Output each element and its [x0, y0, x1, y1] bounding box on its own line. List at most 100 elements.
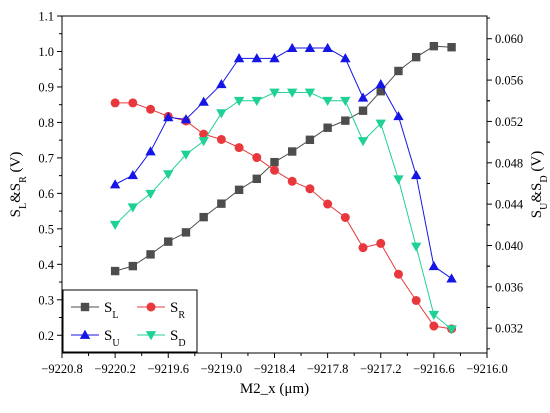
tick-labels: −9220.8 −9220.2 −9219.6 −9219.0 −9218.4 −9217…	[38, 10, 524, 377]
data-point	[411, 52, 421, 62]
data-point	[357, 137, 369, 147]
data-point	[428, 260, 440, 271]
data-point	[216, 109, 227, 119]
series-sd	[109, 88, 457, 335]
legend-label-sd: SD	[170, 328, 186, 349]
data-point	[198, 137, 209, 147]
legend-entry-sr: SR	[137, 300, 185, 321]
data-point	[287, 176, 297, 186]
data-point	[358, 106, 368, 115]
data-point	[376, 238, 386, 248]
y-axis-left-title: SL&SR (V)	[8, 152, 29, 218]
data-point	[234, 143, 244, 153]
legend-marker	[145, 331, 157, 341]
legend-label-sl: SL	[104, 300, 118, 321]
data-point	[180, 150, 192, 160]
data-point	[340, 96, 351, 106]
legend-label-su: SU	[104, 328, 120, 349]
y-right-tick-label: 0.056	[495, 74, 523, 88]
data-point	[216, 134, 226, 144]
data-point	[394, 66, 403, 76]
plot-frame	[61, 15, 488, 354]
x-tick-label: −9217.8	[307, 362, 348, 376]
legend-entry-sd: SD	[137, 328, 186, 349]
legend-marker	[79, 329, 91, 339]
x-tick-label: −9217.2	[360, 362, 401, 376]
data-point	[180, 114, 192, 124]
data-point	[251, 96, 262, 106]
data-point	[163, 170, 174, 180]
y-right-tick-label: 0.060	[495, 32, 523, 46]
data-point	[145, 189, 156, 200]
legend-box	[62, 289, 198, 353]
legend-marker	[80, 302, 90, 312]
data-point	[251, 53, 262, 63]
data-point	[323, 123, 332, 132]
data-point	[288, 147, 297, 156]
y-axis-right-title: SU&SD (V)	[529, 151, 550, 218]
data-point	[376, 87, 385, 96]
data-point	[146, 104, 156, 114]
data-point	[270, 157, 279, 167]
series-layer	[109, 41, 457, 335]
x-tick-label: −9219.0	[201, 362, 242, 376]
y-left-tick-label: 1.0	[38, 45, 54, 59]
legend-marker	[146, 302, 156, 312]
data-point	[163, 112, 174, 122]
data-point	[375, 119, 386, 129]
x-tick-label: −9219.6	[148, 362, 189, 376]
y-right-tick-label: 0.040	[495, 239, 523, 253]
data-point	[446, 273, 457, 283]
data-point	[446, 325, 457, 335]
data-point	[269, 88, 280, 98]
y-left-tick-label: 0.8	[38, 116, 54, 130]
data-point	[411, 295, 421, 305]
data-point	[181, 228, 191, 237]
y-left-tick-label: 1.1	[38, 10, 54, 24]
series-su	[109, 42, 457, 283]
data-point	[410, 242, 422, 252]
data-point	[323, 199, 333, 209]
data-point	[340, 53, 351, 63]
data-point	[428, 310, 440, 320]
data-point	[429, 321, 439, 331]
legend: SL SR SU SD	[62, 289, 198, 353]
data-point	[304, 42, 316, 52]
data-point	[217, 199, 226, 208]
y-left-tick-label: 0.7	[38, 151, 54, 165]
data-point	[146, 250, 155, 259]
data-point	[287, 42, 298, 52]
data-point	[127, 203, 139, 213]
data-point	[233, 53, 245, 63]
y-left-tick-label: 0.9	[38, 80, 54, 94]
data-point	[234, 185, 244, 195]
data-point	[357, 92, 369, 102]
y-right-tick-label: 0.052	[495, 115, 523, 129]
data-point	[128, 98, 138, 108]
data-point	[375, 79, 386, 89]
data-point	[287, 88, 298, 98]
y-left-tick-label: 0.2	[38, 329, 54, 343]
x-tick-label: −9220.8	[41, 362, 82, 376]
data-point	[340, 212, 350, 222]
data-point	[269, 53, 280, 63]
y-right-tick-label: 0.032	[495, 322, 523, 336]
data-point	[358, 243, 368, 253]
data-point	[198, 96, 209, 106]
x-tick-label: −9216.0	[466, 362, 507, 376]
y-left-tick-label: 0.4	[38, 258, 54, 272]
data-point	[127, 169, 139, 180]
data-point	[393, 269, 403, 279]
data-point	[322, 42, 333, 52]
data-point	[199, 212, 208, 222]
data-point	[305, 135, 315, 145]
y-left-tick-label: 0.5	[38, 222, 54, 236]
y-right-tick-label: 0.036	[495, 280, 523, 294]
data-point	[216, 79, 227, 89]
data-point	[145, 146, 156, 156]
legend-label-sr: SR	[170, 300, 185, 321]
data-point	[341, 116, 350, 125]
data-point	[305, 184, 315, 194]
y-right-tick-label: 0.048	[495, 156, 523, 170]
y-left-tick-label: 0.6	[38, 187, 54, 201]
